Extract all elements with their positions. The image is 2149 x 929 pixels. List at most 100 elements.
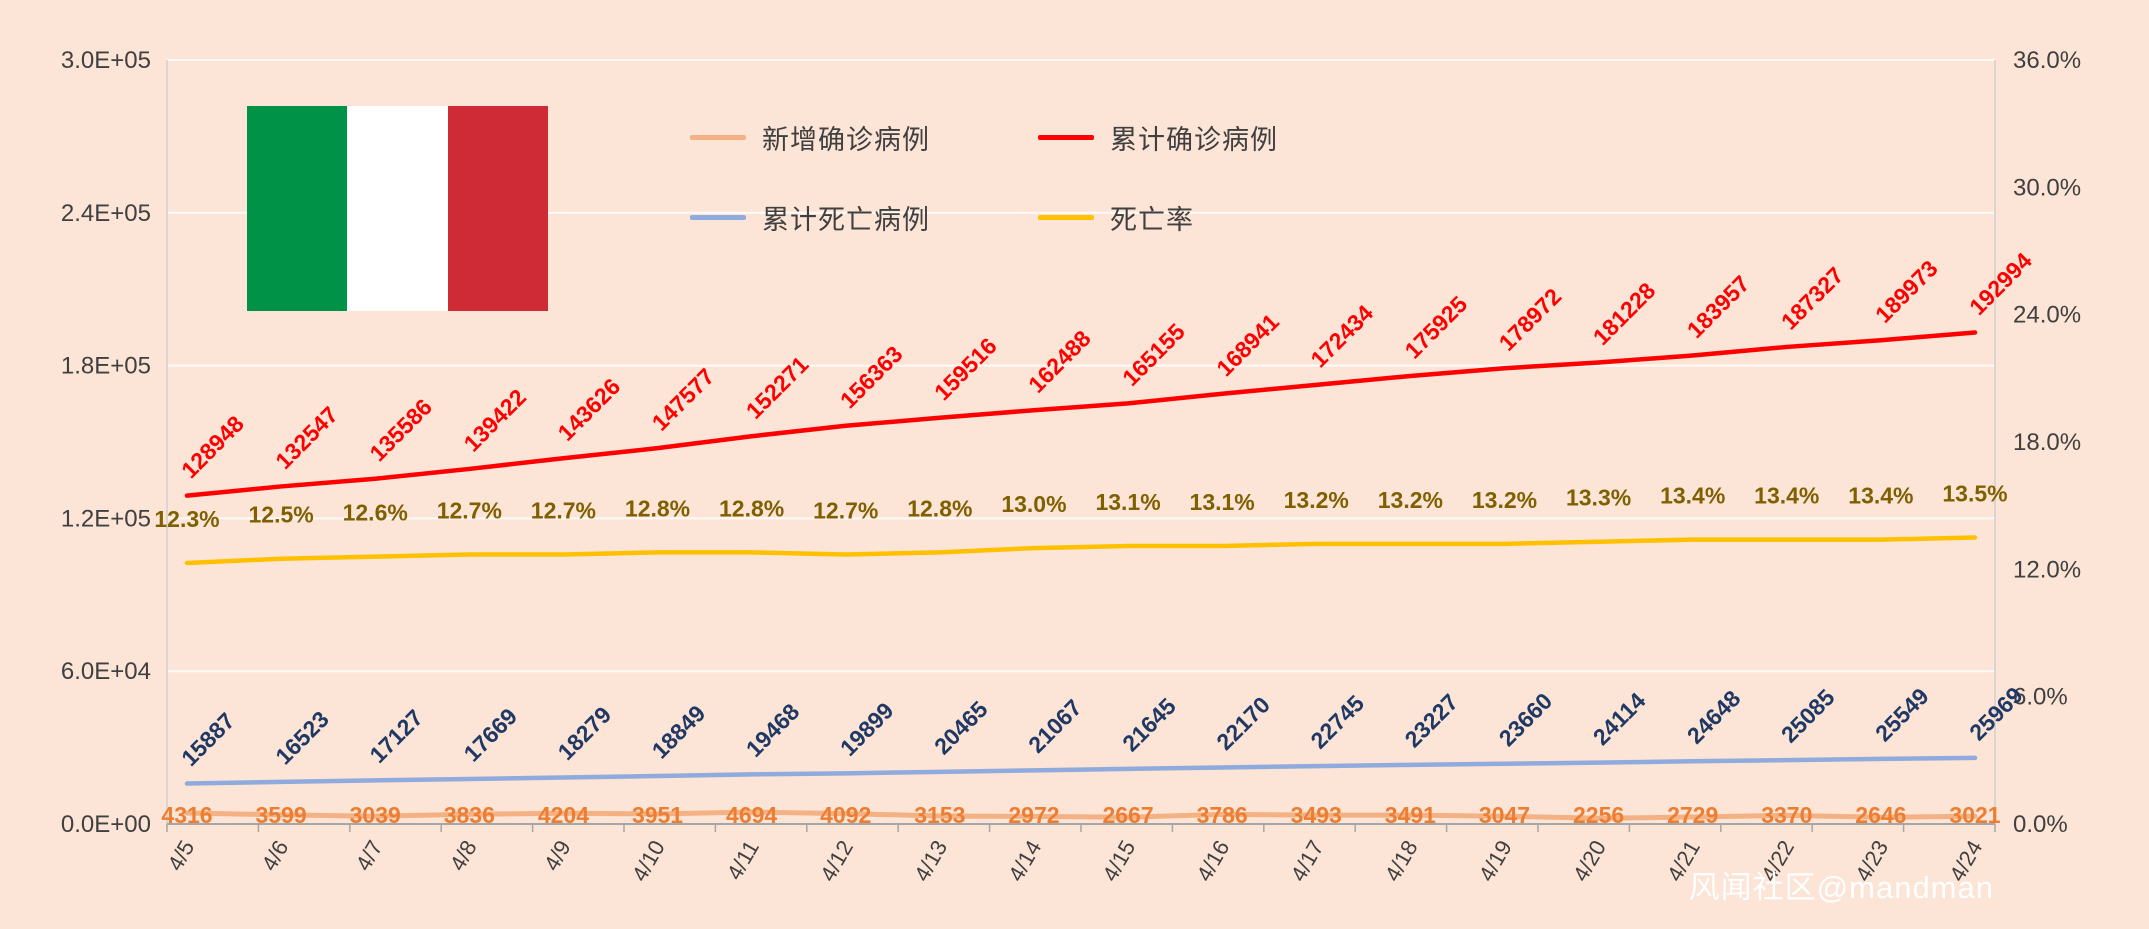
- right-axis-tick-label: 18.0%: [2013, 429, 2081, 456]
- data-label-s2: 17127: [364, 704, 428, 768]
- data-label-s1: 168941: [1211, 308, 1284, 381]
- left-axis-tick-label: 2.4E+05: [61, 200, 151, 227]
- data-label-s0: 2646: [1855, 802, 1906, 828]
- data-label-s3: 12.7%: [437, 497, 502, 523]
- data-label-s2: 22745: [1305, 690, 1369, 754]
- data-label-s0: 4204: [538, 802, 589, 828]
- x-axis-tick-label: 4/10: [627, 836, 670, 886]
- data-label-s3: 12.3%: [154, 506, 219, 532]
- data-label-s2: 23660: [1494, 688, 1558, 752]
- left-axis-tick-label: 3.0E+05: [61, 47, 151, 74]
- data-label-s0: 3599: [256, 802, 307, 828]
- data-label-s0: 2972: [1008, 802, 1059, 828]
- data-label-s3: 13.4%: [1660, 483, 1725, 509]
- legend-swatch-total-confirmed: [1038, 135, 1094, 140]
- data-label-s1: 156363: [835, 341, 908, 414]
- x-axis-tick-label: 4/6: [256, 836, 293, 875]
- data-label-s1: 172434: [1305, 300, 1378, 373]
- data-label-s2: 15887: [176, 707, 240, 771]
- data-label-s2: 17669: [458, 703, 522, 767]
- data-label-s3: 12.7%: [531, 497, 596, 523]
- data-label-s0: 4316: [161, 802, 212, 828]
- data-label-s0: 3153: [914, 802, 965, 828]
- data-label-s3: 13.0%: [1001, 491, 1066, 517]
- data-label-s1: 147577: [647, 363, 720, 436]
- x-axis-tick-label: 4/11: [722, 836, 764, 884]
- data-label-s0: 3836: [444, 802, 495, 828]
- data-label-s1: 189973: [1870, 255, 1943, 328]
- flag-stripe-red: [447, 106, 548, 311]
- right-axis-tick-label: 24.0%: [2013, 302, 2081, 329]
- data-label-s0: 3039: [350, 802, 401, 828]
- data-label-s0: 2256: [1573, 802, 1624, 828]
- legend-item-new-confirmed: 新增确诊病例: [690, 118, 930, 157]
- data-label-s1: 183957: [1682, 270, 1755, 343]
- data-label-s1: 135586: [364, 394, 437, 467]
- data-label-s1: 132547: [270, 401, 343, 474]
- right-axis-tick-label: 30.0%: [2013, 174, 2081, 201]
- data-label-s3: 13.3%: [1566, 485, 1631, 511]
- data-label-s2: 21645: [1117, 693, 1181, 757]
- data-label-s1: 128948: [176, 410, 249, 483]
- italy-flag: [247, 106, 548, 311]
- data-label-s1: 187327: [1776, 262, 1849, 335]
- data-label-s2: 20465: [929, 696, 993, 760]
- data-label-s0: 3491: [1385, 802, 1436, 828]
- data-label-s3: 13.4%: [1754, 483, 1819, 509]
- data-label-s3: 13.2%: [1472, 487, 1537, 513]
- data-label-s1: 159516: [929, 333, 1002, 406]
- data-label-s2: 25549: [1870, 683, 1934, 747]
- data-label-s2: 18279: [553, 701, 617, 765]
- data-label-s1: 162488: [1023, 325, 1096, 398]
- data-label-s1: 165155: [1117, 318, 1190, 391]
- data-label-s0: 2729: [1667, 802, 1718, 828]
- data-label-s2: 19468: [741, 698, 805, 762]
- data-label-s3: 13.4%: [1848, 483, 1913, 509]
- line-series-1: [184, 330, 1978, 498]
- right-axis-tick-label: 36.0%: [2013, 47, 2081, 74]
- data-label-s3: 12.6%: [343, 500, 408, 526]
- data-label-s3: 13.2%: [1284, 487, 1349, 513]
- data-label-s2: 25085: [1776, 684, 1840, 748]
- x-axis-tick-label: 4/8: [445, 836, 482, 875]
- data-label-s0: 2667: [1102, 802, 1153, 828]
- data-label-s3: 12.8%: [625, 495, 690, 521]
- data-label-s2: 22170: [1211, 691, 1275, 755]
- data-label-s0: 4694: [726, 802, 777, 828]
- data-label-s2: 24648: [1682, 685, 1746, 749]
- data-label-s1: 175925: [1400, 291, 1473, 364]
- data-label-s1: 152271: [741, 351, 814, 424]
- line-series-2: [184, 755, 1978, 786]
- x-axis-tick-label: 4/12: [815, 836, 858, 886]
- flag-stripe-white: [347, 106, 448, 311]
- right-axis-tick-label: 6.0%: [2013, 684, 2068, 711]
- legend-item-total-deaths: 累计死亡病例: [690, 198, 930, 237]
- data-label-s0: 3370: [1761, 802, 1812, 828]
- x-axis-tick-label: 4/18: [1380, 836, 1423, 886]
- x-axis-tick-label: 4/19: [1474, 836, 1517, 886]
- data-label-s3: 13.1%: [1095, 489, 1160, 515]
- data-label-s3: 13.5%: [1942, 481, 2007, 507]
- data-label-s0: 3021: [1949, 802, 2000, 828]
- data-label-s3: 13.2%: [1378, 487, 1443, 513]
- left-axis-tick-label: 0.0E+00: [61, 811, 151, 838]
- data-label-s0: 3951: [632, 802, 683, 828]
- watermark: 风闻社区@mandman: [1688, 870, 1994, 905]
- legend-label-total-confirmed: 累计确诊病例: [1110, 125, 1278, 155]
- x-axis-tick-label: 4/17: [1286, 836, 1329, 886]
- flag-stripe-green: [247, 106, 348, 311]
- x-axis-tick-label: 4/16: [1191, 836, 1234, 886]
- legend-item-total-confirmed: 累计确诊病例: [1038, 118, 1278, 157]
- data-label-s3: 12.8%: [719, 495, 784, 521]
- data-label-s0: 4092: [820, 802, 871, 828]
- data-label-s0: 3047: [1479, 802, 1530, 828]
- legend-swatch-new-confirmed: [690, 135, 746, 140]
- x-axis-tick-label: 4/9: [539, 836, 576, 875]
- right-axis-tick-label: 0.0%: [2013, 811, 2068, 838]
- data-label-s1: 139422: [458, 384, 531, 457]
- x-axis-tick-label: 4/14: [1003, 836, 1046, 886]
- line-series-3: [184, 535, 1978, 566]
- data-label-s2: 24114: [1588, 687, 1651, 750]
